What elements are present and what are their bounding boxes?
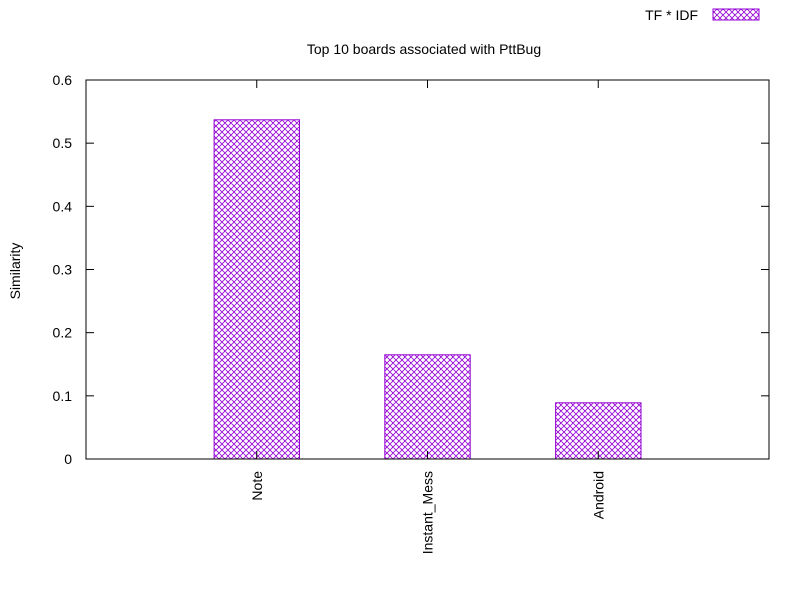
- y-tick-label: 0.6: [53, 72, 73, 88]
- plot-frame: [85, 79, 770, 460]
- y-tick-label: 0.4: [53, 198, 73, 214]
- x-axis-ticks: Note Instant_Mess Android: [249, 80, 606, 554]
- bar-note: [213, 119, 301, 460]
- legend: TF * IDF: [645, 7, 760, 23]
- chart-title: Top 10 boards associated with PttBug: [307, 41, 541, 57]
- bars-layer: [213, 119, 642, 460]
- x-tick-label: Android: [590, 471, 606, 519]
- x-tick-label: Instant_Mess: [420, 471, 436, 554]
- y-tick-label: 0: [64, 451, 72, 467]
- x-tick-label: Note: [249, 471, 265, 501]
- bar-android: [555, 402, 642, 460]
- y-tick-label: 0.2: [53, 325, 73, 341]
- y-tick-label: 0.5: [53, 135, 73, 151]
- y-tick-label: 0.3: [53, 262, 73, 278]
- y-tick-label: 0.1: [53, 388, 73, 404]
- y-axis-ticks: 0 0.1 0.2 0.3 0.4 0.5 0.6: [53, 72, 769, 467]
- y-axis-label: Similarity: [7, 243, 23, 300]
- legend-label: TF * IDF: [645, 7, 698, 23]
- legend-swatch: [712, 8, 760, 21]
- bar-instant-mess: [384, 354, 471, 460]
